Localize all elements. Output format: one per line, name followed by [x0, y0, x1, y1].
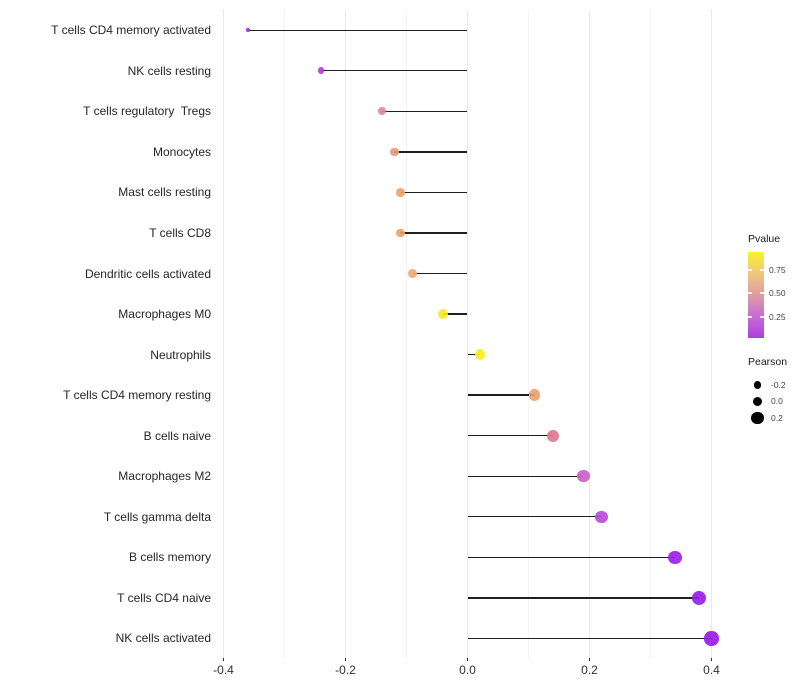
- lollipop-stem: [412, 272, 468, 275]
- legend-pvalue-title: Pvalue: [748, 233, 781, 245]
- gridline-minor: [406, 10, 407, 658]
- y-axis-label: NK cells resting: [127, 63, 211, 78]
- pearson-size-dot: [751, 411, 764, 424]
- lollipop-stem: [467, 556, 675, 559]
- x-tick-mark: [223, 658, 224, 661]
- data-point: [595, 510, 608, 524]
- legend-pearson-title: Pearson: [748, 356, 788, 368]
- y-axis-label: Neutrophils: [150, 347, 211, 362]
- data-point: [246, 28, 250, 32]
- gridline-minor: [650, 10, 651, 658]
- gradient-tick-mark: [748, 269, 752, 271]
- data-point: [408, 269, 418, 278]
- x-tick-mark: [467, 658, 468, 661]
- pvalue-tick-label: 0.50: [769, 288, 786, 299]
- y-axis-label: T cells regulatory Tregs: [83, 104, 211, 119]
- y-axis-label: Macrophages M0: [118, 307, 211, 322]
- data-point: [547, 429, 559, 442]
- lollipop-stem: [400, 232, 468, 234]
- gridline-minor: [284, 10, 285, 658]
- y-axis-label: Dendritic cells activated: [84, 266, 211, 281]
- data-point: [704, 631, 719, 646]
- pvalue-tick-label: 0.75: [769, 265, 786, 276]
- y-axis-label: B cells naive: [143, 428, 211, 443]
- gridline-major: [345, 10, 346, 658]
- data-point: [438, 309, 448, 319]
- data-point: [396, 228, 405, 238]
- y-axis-label: T cells CD4 memory resting: [63, 388, 211, 403]
- lollipop-stem: [382, 110, 468, 112]
- gradient-tick-mark: [748, 316, 752, 318]
- y-axis-label: T cells CD8: [149, 225, 211, 240]
- x-tick-mark: [589, 658, 590, 661]
- y-axis-label: Monocytes: [152, 144, 211, 159]
- x-tick-mark: [711, 658, 712, 661]
- lollipop-stem: [467, 475, 584, 477]
- data-point: [317, 67, 325, 74]
- y-axis-label: Mast cells resting: [118, 185, 211, 200]
- gridline-major: [223, 10, 224, 658]
- pearson-size-dot: [752, 396, 763, 407]
- y-axis-label: Macrophages M2: [118, 469, 211, 484]
- gridline-minor: [528, 10, 529, 658]
- y-axis-label: T cells gamma delta: [103, 509, 211, 524]
- x-tick-label: 0.4: [703, 663, 720, 677]
- lollipop-stem: [467, 597, 700, 599]
- pearson-size-dot: [753, 381, 762, 389]
- data-point: [377, 107, 387, 116]
- lollipop-stem: [443, 313, 468, 315]
- lollipop-stem: [467, 435, 553, 437]
- data-point: [692, 590, 707, 605]
- pearson-size-label: 0.2: [771, 412, 783, 423]
- data-point: [390, 147, 399, 157]
- x-tick-mark: [345, 658, 346, 661]
- lollipop-stem: [247, 29, 468, 31]
- data-point: [668, 550, 682, 565]
- x-tick-label: 0.2: [581, 663, 598, 677]
- x-tick-label: 0.0: [459, 663, 476, 677]
- pvalue-tick-label: 0.25: [769, 311, 786, 322]
- gridline-major: [589, 10, 590, 658]
- data-point: [396, 188, 405, 197]
- x-tick-label: -0.2: [335, 663, 356, 677]
- pvalue-gradient-bar: [748, 252, 764, 338]
- lollipop-stem: [467, 353, 480, 356]
- pearson-size-label: 0.0: [771, 396, 783, 407]
- pearson-size-label: -0.2: [771, 380, 786, 390]
- y-axis-label: T cells CD4 memory activated: [51, 23, 211, 38]
- lollipop-stem: [400, 191, 468, 194]
- data-point: [577, 470, 590, 483]
- lollipop-stem: [394, 151, 468, 153]
- lollipop-stem: [467, 394, 535, 396]
- data-point: [474, 349, 485, 360]
- data-point: [528, 389, 541, 401]
- y-axis-label: T cells CD4 naive: [117, 590, 211, 605]
- gridline-major: [467, 10, 468, 658]
- gradient-tick-mark: [760, 292, 764, 295]
- y-axis-label: B cells memory: [128, 550, 211, 565]
- lollipop-stem: [467, 637, 712, 640]
- x-tick-label: -0.4: [213, 663, 234, 677]
- lollipop-stem: [321, 70, 468, 72]
- gridline-major: [711, 10, 712, 658]
- gradient-tick-mark: [748, 292, 752, 295]
- lollipop-stem: [467, 516, 602, 518]
- gradient-tick-mark: [760, 316, 764, 318]
- y-axis-label: NK cells activated: [115, 631, 211, 646]
- gradient-tick-mark: [760, 269, 764, 271]
